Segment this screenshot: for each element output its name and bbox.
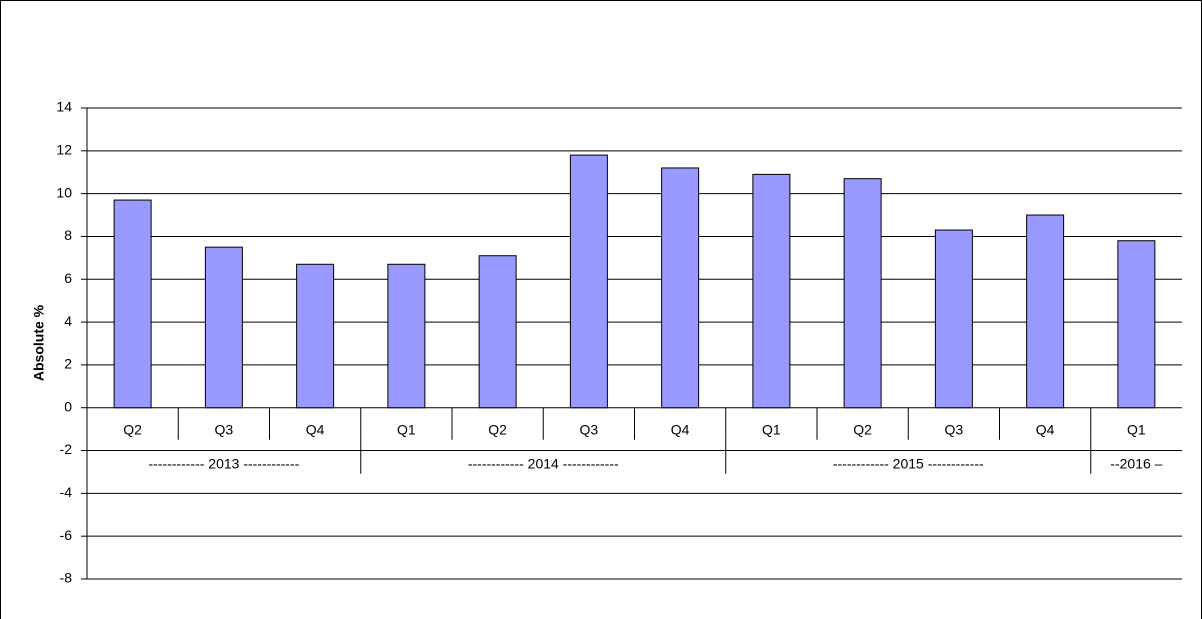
x-tick-label: Q2 — [853, 421, 872, 437]
y-tick-label: -6 — [60, 527, 73, 543]
bar — [296, 263, 335, 409]
bar — [387, 263, 426, 409]
group-label: ------------ 2013 ------------ — [148, 455, 299, 471]
y-tick-label: -8 — [60, 570, 73, 586]
x-tick-label: Q2 — [123, 421, 142, 437]
bar — [1117, 240, 1156, 409]
bar — [478, 255, 517, 409]
x-tick-label: Q4 — [306, 421, 325, 437]
bar — [934, 229, 973, 409]
y-tick-label: 6 — [64, 270, 72, 286]
x-tick-label: Q1 — [762, 421, 781, 437]
group-label: --2016 – — [1110, 455, 1162, 471]
y-axis-label: Absolute % — [31, 304, 47, 381]
bar — [569, 154, 608, 409]
x-tick-label: Q2 — [488, 421, 507, 437]
bar — [113, 199, 152, 409]
x-tick-label: Q3 — [215, 421, 234, 437]
bar — [1026, 214, 1065, 409]
y-tick-label: 14 — [56, 99, 72, 115]
bar — [661, 167, 700, 409]
group-label: ------------ 2014 ------------ — [468, 455, 619, 471]
y-tick-label: 8 — [64, 227, 72, 243]
y-tick-label: 0 — [64, 398, 72, 414]
y-tick-label: -4 — [60, 484, 73, 500]
x-tick-label: Q1 — [397, 421, 416, 437]
y-tick-label: 12 — [56, 142, 72, 158]
x-tick-label: Q4 — [1036, 421, 1055, 437]
x-tick-label: Q3 — [580, 421, 599, 437]
bar — [204, 246, 243, 409]
y-tick-label: 10 — [56, 184, 72, 200]
bar — [843, 178, 882, 409]
x-tick-label: Q1 — [1127, 421, 1146, 437]
x-tick-label: Q3 — [945, 421, 964, 437]
y-tick-label: 2 — [64, 356, 72, 372]
bar — [752, 173, 791, 409]
group-label: ------------ 2015 ------------ — [833, 455, 984, 471]
y-tick-label: -2 — [60, 441, 73, 457]
y-tick-label: 4 — [64, 313, 72, 329]
x-tick-label: Q4 — [671, 421, 690, 437]
